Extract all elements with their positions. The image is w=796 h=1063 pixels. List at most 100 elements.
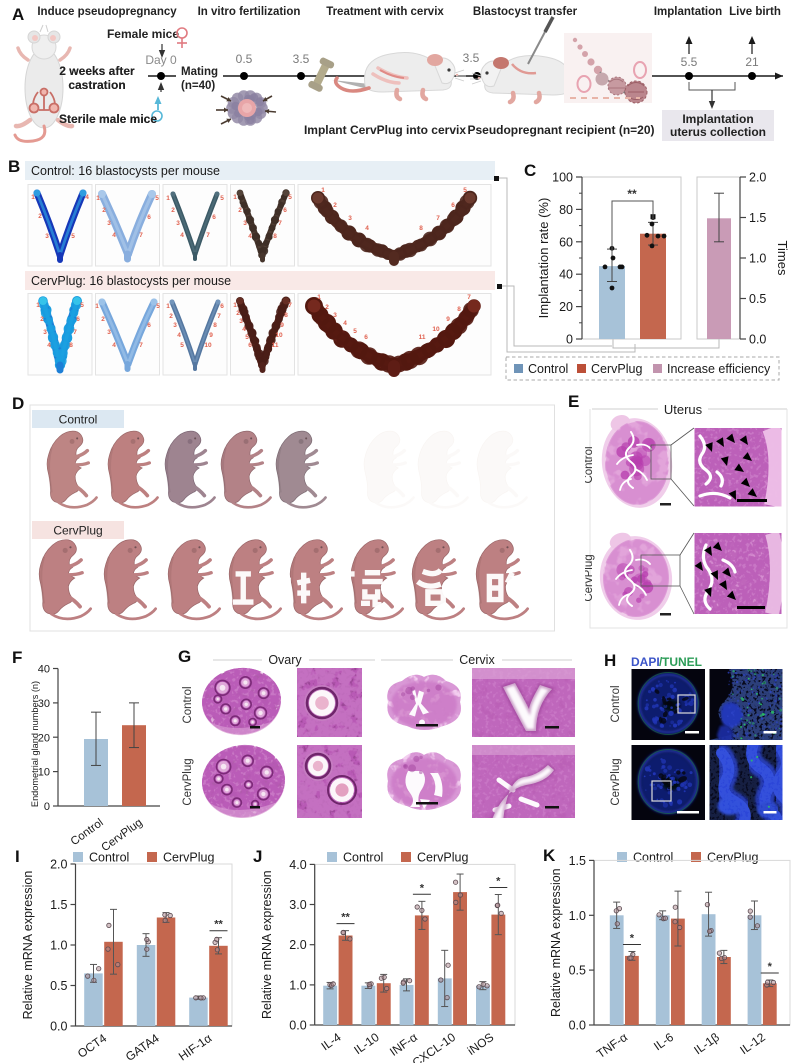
svg-text:Relative mRNA expression: Relative mRNA expression [260, 870, 274, 1019]
svg-text:8: 8 [284, 312, 288, 319]
svg-text:CervPlug: CervPlug [610, 758, 622, 805]
svg-text:1: 1 [31, 194, 35, 201]
svg-text:IL-6: IL-6 [651, 1030, 676, 1054]
svg-text:21: 21 [745, 55, 759, 69]
svg-text:10: 10 [204, 342, 212, 349]
svg-text:*: * [768, 961, 773, 973]
svg-text:Endometrial gland numbers (n): Endometrial gland numbers (n) [30, 681, 40, 807]
svg-text:Implantation: Implantation [682, 112, 753, 126]
svg-text:8: 8 [69, 342, 73, 349]
svg-text:0.0: 0.0 [569, 1019, 586, 1033]
svg-text:G: G [178, 647, 191, 666]
svg-text:20: 20 [38, 732, 50, 744]
svg-text:5: 5 [156, 303, 160, 310]
svg-text:4: 4 [365, 225, 369, 232]
svg-text:5: 5 [155, 195, 159, 202]
svg-text:0.5: 0.5 [749, 292, 766, 306]
svg-text:4: 4 [177, 332, 181, 339]
svg-text:6: 6 [283, 207, 287, 214]
svg-text:IL-4: IL-4 [319, 1030, 344, 1054]
svg-text:4: 4 [242, 326, 246, 333]
svg-text:uterus collection: uterus collection [670, 125, 766, 139]
svg-text:Mating: Mating [181, 66, 218, 78]
svg-text:2: 2 [333, 202, 337, 209]
svg-text:1.5: 1.5 [749, 211, 766, 225]
svg-text:CervPlug: CervPlug [707, 851, 758, 865]
svg-text:2 weeks after: 2 weeks after [59, 64, 135, 78]
svg-text:In vitro fertilization: In vitro fertilization [198, 6, 301, 18]
svg-text:I: I [15, 847, 20, 866]
svg-text:castration: castration [68, 78, 125, 92]
svg-text:CervPlug: CervPlug [585, 554, 595, 601]
svg-text:3: 3 [43, 329, 47, 336]
svg-text:Treatment with cervix: Treatment with cervix [326, 6, 444, 18]
svg-text:30: 30 [38, 698, 50, 710]
svg-text:iNOS: iNOS [465, 1030, 497, 1058]
svg-text:Induce pseudopregnancy: Induce pseudopregnancy [37, 6, 177, 18]
svg-text:3: 3 [107, 329, 111, 336]
svg-text:5: 5 [245, 334, 249, 341]
svg-text:Implantation: Implantation [654, 6, 722, 18]
svg-text:Times: Times [775, 241, 790, 276]
svg-text:2.0: 2.0 [50, 858, 67, 872]
svg-text:(n=40): (n=40) [181, 80, 215, 92]
svg-text:GATA4: GATA4 [123, 1031, 162, 1063]
svg-text:5: 5 [80, 302, 84, 309]
svg-text:CervPlug: CervPlug [591, 362, 642, 376]
svg-text:Uterus: Uterus [664, 402, 703, 417]
svg-text:Ovary: Ovary [268, 653, 302, 667]
svg-text:CervPlug: CervPlug [163, 851, 214, 865]
svg-text:8: 8 [457, 306, 461, 313]
svg-text:80: 80 [559, 203, 573, 217]
svg-text:Cervix: Cervix [459, 653, 495, 667]
svg-text:Increase efficiency: Increase efficiency [667, 362, 771, 376]
svg-text:7: 7 [288, 302, 292, 309]
svg-text:D: D [12, 394, 24, 413]
svg-text:Sterile male mice: Sterile male mice [59, 112, 157, 126]
svg-text:CervPlug: 16 blastocysts per m: CervPlug: 16 blastocysts per mouse [31, 274, 231, 288]
svg-text:6: 6 [212, 214, 216, 221]
svg-text:K: K [543, 846, 556, 865]
svg-text:5: 5 [180, 342, 184, 349]
svg-text:castration: castration [68, 78, 125, 92]
svg-text:3: 3 [243, 220, 247, 227]
svg-text:3: 3 [239, 318, 243, 325]
svg-text:Implantation rate (%): Implantation rate (%) [536, 198, 551, 319]
svg-text:5: 5 [288, 194, 292, 201]
svg-text:7: 7 [139, 342, 143, 349]
svg-text:10: 10 [432, 326, 440, 333]
svg-text:1.5: 1.5 [569, 854, 586, 868]
svg-text:0.5: 0.5 [569, 964, 586, 978]
svg-text:OCT4: OCT4 [75, 1031, 110, 1061]
svg-text:TUNEL: TUNEL [662, 655, 702, 669]
svg-text:Control: Control [528, 362, 568, 376]
svg-text:B: B [8, 157, 20, 176]
svg-text:0: 0 [566, 333, 573, 347]
svg-text:4: 4 [112, 342, 116, 349]
svg-text:*: * [420, 882, 425, 894]
svg-text:TNF-α: TNF-α [594, 1030, 630, 1061]
svg-text:/: / [659, 655, 663, 669]
svg-text:Sterile male mice: Sterile male mice [59, 112, 157, 126]
svg-text:4: 4 [85, 194, 89, 201]
svg-text:10: 10 [38, 767, 50, 779]
svg-text:C: C [524, 161, 536, 180]
svg-text:4.0: 4.0 [289, 858, 306, 872]
svg-text:1.0: 1.0 [289, 978, 306, 992]
svg-text:3: 3 [107, 220, 111, 227]
svg-text:5: 5 [353, 328, 357, 335]
svg-text:CervPlug: CervPlug [53, 524, 102, 538]
svg-text:0.5: 0.5 [50, 979, 67, 993]
svg-text:HIF-1α: HIF-1α [176, 1031, 214, 1063]
svg-text:Control: Control [89, 851, 129, 865]
svg-text:3.0: 3.0 [289, 898, 306, 912]
svg-text:**: ** [214, 919, 223, 931]
svg-text:2: 2 [38, 213, 42, 220]
svg-text:IL-12: IL-12 [737, 1030, 768, 1057]
svg-text:0.0: 0.0 [50, 1020, 67, 1034]
svg-text:Female mice: Female mice [107, 27, 179, 41]
svg-text:Control: Control [610, 685, 622, 722]
svg-text:1: 1 [317, 294, 321, 301]
svg-text:0: 0 [44, 801, 50, 813]
svg-text:5: 5 [220, 195, 224, 202]
